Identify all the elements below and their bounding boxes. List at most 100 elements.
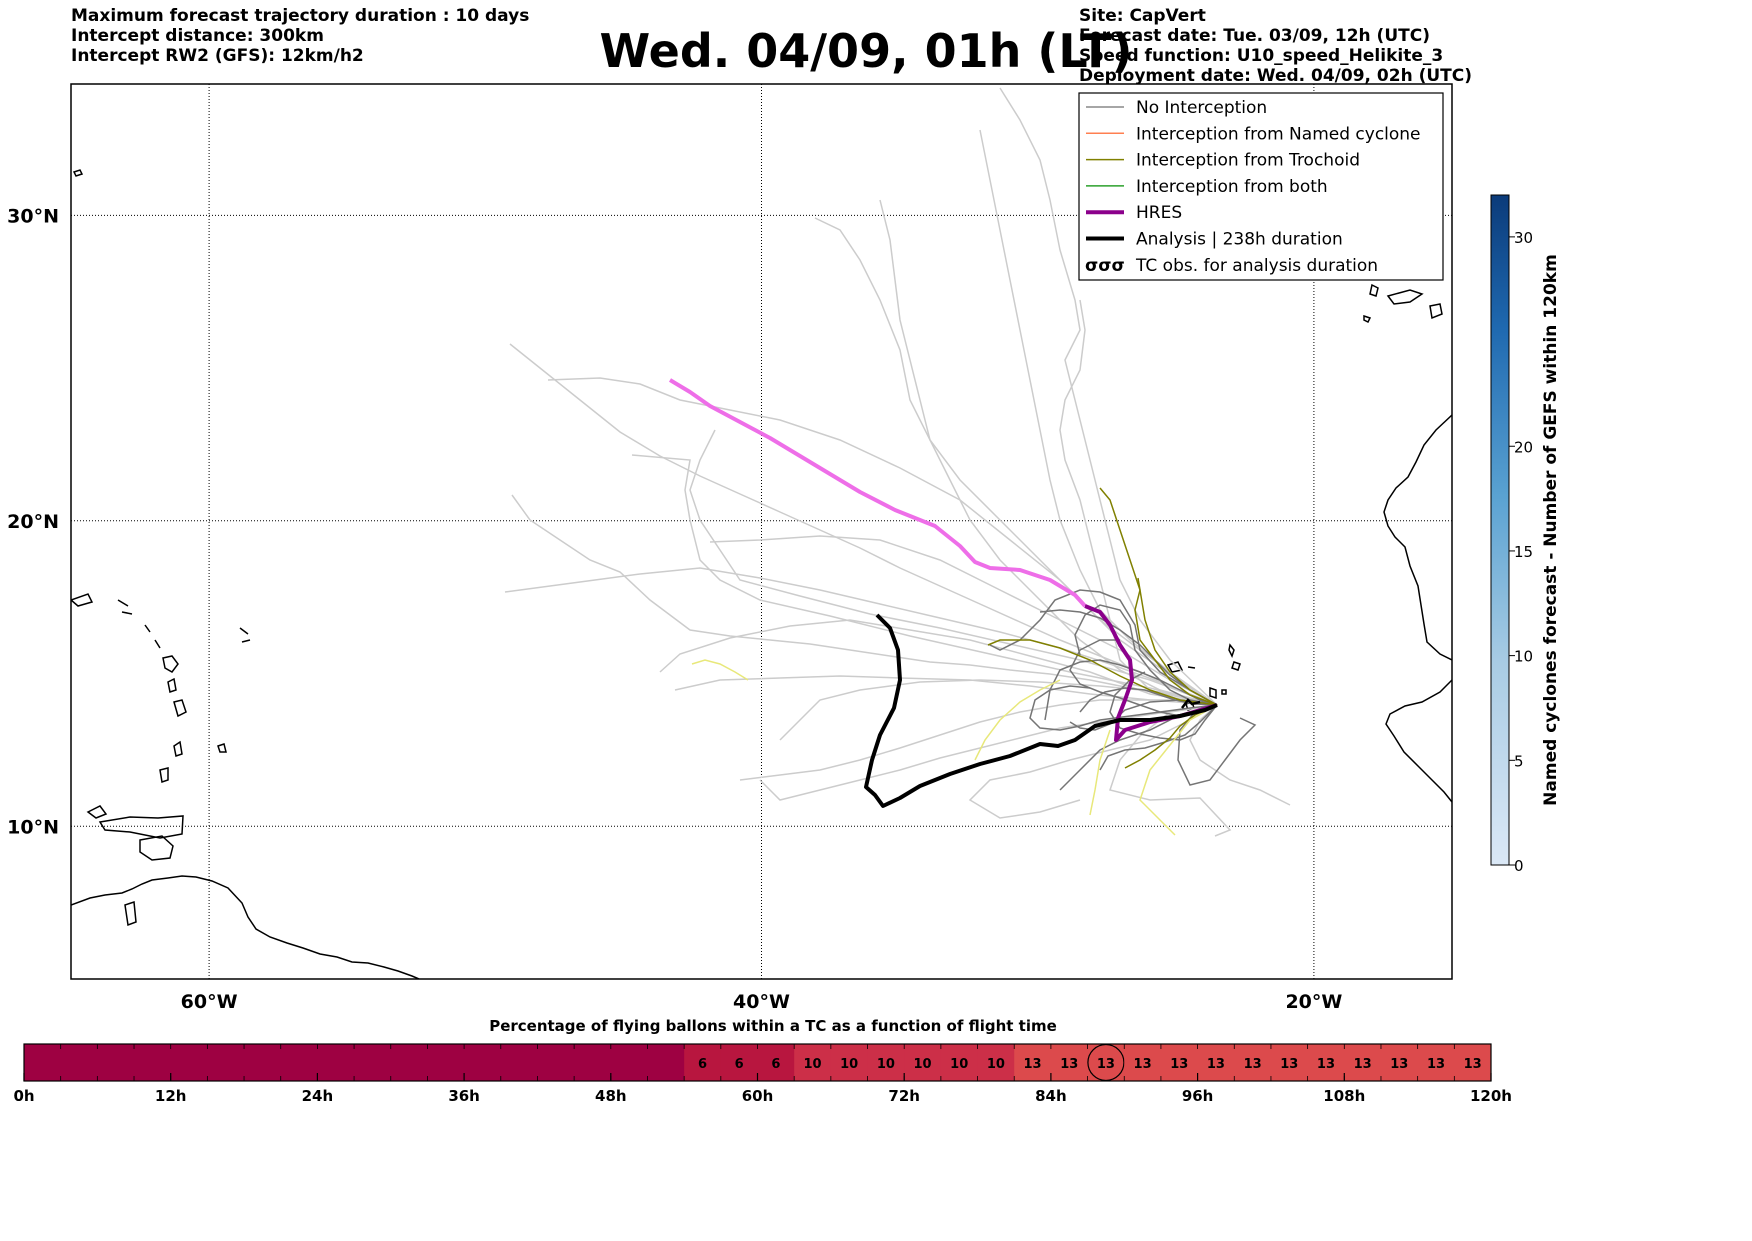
trajectory — [1059, 299, 1218, 706]
trajectory — [999, 87, 1218, 706]
timeline-tick-label: 0h — [13, 1087, 34, 1105]
timeline-tick-label: 84h — [1035, 1087, 1067, 1105]
analysis-trajectory-end — [1181, 698, 1201, 709]
latitude-labels: 30°N 20°N 10°N — [7, 205, 59, 838]
bermuda-island — [72, 169, 84, 177]
timeline-cell-value: 10 — [913, 1057, 931, 1072]
latitude-label: 20°N — [7, 511, 59, 533]
timeline-cell-value: 10 — [950, 1057, 968, 1072]
timeline-cell — [940, 1044, 979, 1081]
lesser-antilles-1 — [162, 655, 179, 673]
trajectory-duration-text: Maximum forecast trajectory duration : 1… — [71, 6, 530, 26]
timeline-cell-value: 13 — [1097, 1057, 1115, 1072]
graticule — [71, 84, 1452, 979]
trajectory — [979, 129, 1218, 706]
timeline-cell-value: 10 — [840, 1057, 858, 1072]
lesser-antilles-4 — [173, 740, 183, 757]
trochoid-interception-trajectories — [987, 487, 1218, 769]
timeline-cell-value: 13 — [1354, 1057, 1372, 1072]
trajectory — [709, 535, 1218, 706]
colorbar-tick-label: 10 — [1514, 648, 1533, 666]
timeline-cell — [1050, 1044, 1089, 1081]
legend-item: No Interception — [1086, 98, 1267, 118]
timeline-tick-label: 72h — [888, 1087, 920, 1105]
timeline-cell-value: 13 — [1317, 1057, 1335, 1072]
timeline-cell-value: 6 — [698, 1057, 707, 1072]
trajectory — [968, 704, 1218, 819]
cyclone-colorbar-scale — [1490, 194, 1510, 866]
caribbean-island — [98, 815, 184, 839]
south-america-coast — [71, 875, 420, 979]
low-probability-trajectories — [691, 659, 1218, 836]
tobago-islands — [86, 805, 137, 927]
west-africa-coast-south — [1385, 679, 1452, 803]
trinidad-island — [139, 835, 174, 861]
timeline-tick-label: 60h — [742, 1087, 774, 1105]
forecast-info-right: Site: CapVert Forecast date: Tue. 03/09,… — [1079, 6, 1472, 86]
trajectory-yellow — [1139, 704, 1218, 836]
cape-verde-islands — [1166, 643, 1241, 711]
timeline-cell — [1160, 1044, 1199, 1081]
lesser-antilles-2 — [167, 677, 177, 693]
timeline-cell-value: 13 — [1390, 1057, 1408, 1072]
hres-trajectory — [668, 378, 1087, 608]
timeline-cell-value: 13 — [1024, 1057, 1042, 1072]
timeline-cell — [1197, 1044, 1235, 1081]
timeline-cell — [794, 1044, 832, 1081]
ensemble-trajectories — [504, 87, 1291, 837]
trajectory — [739, 699, 1218, 781]
trajectory-trochoid — [987, 639, 1218, 706]
trajectory-trochoid — [1124, 704, 1218, 769]
timeline-cell-value: 13 — [1060, 1057, 1078, 1072]
analysis-trajectory — [864, 613, 1218, 808]
trajectory — [511, 494, 1218, 706]
cyclone-colorbar: 0 5 10 15 20 30 Named cyclones forecast - Num… — [1490, 194, 1561, 875]
timeline-cell — [1270, 1044, 1309, 1081]
site-text: Site: CapVert — [1079, 6, 1206, 26]
legend-label: HRES — [1136, 203, 1182, 223]
timeline-cell-value: 13 — [1207, 1057, 1225, 1072]
forecast-date-text: Forecast date: Tue. 03/09, 12h (UTC) — [1079, 26, 1430, 46]
intercept-rw2-text: Intercept RW2 (GFS): 12km/h2 — [71, 46, 364, 66]
trajectory-trochoid — [1099, 487, 1218, 706]
trajectory — [1099, 704, 1218, 771]
trajectory — [879, 199, 1218, 706]
timeline-cell-value: 10 — [803, 1057, 821, 1072]
legend-label: No Interception — [1136, 98, 1267, 118]
timeline-cell — [720, 1044, 758, 1081]
legend: No Interception Interception from Named c… — [1078, 92, 1444, 281]
coastlines — [71, 169, 1452, 979]
timeline-cell — [1344, 1044, 1382, 1081]
timeline-tick-label: 12h — [155, 1087, 187, 1105]
longitude-label: 40°W — [733, 991, 790, 1013]
timeline-cell — [1454, 1044, 1492, 1081]
legend-label: Analysis | 238h duration — [1136, 230, 1343, 250]
lesser-antilles-3 — [173, 699, 187, 718]
trajectory — [1079, 687, 1218, 713]
trajectory — [1039, 609, 1218, 706]
timeline-cell-value: 13 — [1427, 1057, 1445, 1072]
colorbar-tick-label: 15 — [1514, 543, 1533, 561]
legend-item: σσσ TC obs. for analysis duration — [1085, 256, 1378, 276]
legend-item: HRES — [1086, 203, 1182, 223]
colorbar-tick-label: 5 — [1514, 752, 1524, 770]
longitude-labels: 60°W 40°W 20°W — [181, 991, 1343, 1013]
legend-item: Interception from Named cyclone — [1086, 124, 1421, 144]
timeline-title: Percentage of flying ballons within a TC… — [489, 1017, 1057, 1035]
timeline-cell-value: 13 — [1280, 1057, 1298, 1072]
timeline-cell-value: 10 — [987, 1057, 1005, 1072]
latitude-label: 30°N — [7, 205, 59, 227]
intercept-distance-text: Intercept distance: 300km — [71, 26, 324, 46]
trajectory — [674, 675, 1218, 706]
cyclone-colorbar-label: Named cyclones forecast - Number of GEFS… — [1541, 254, 1561, 806]
trajectory — [504, 567, 1218, 706]
speed-function-text: Speed function: U10_speed_Helikite_3 — [1079, 46, 1444, 66]
legend-item: Interception from Trochoid — [1086, 151, 1360, 171]
timeline-cell — [684, 1044, 722, 1081]
trajectory — [759, 704, 1218, 801]
trajectory — [689, 429, 1218, 706]
trajectory — [509, 343, 1218, 706]
legend-item: Interception from both — [1086, 177, 1328, 197]
timeline-tick-label: 24h — [302, 1087, 334, 1105]
